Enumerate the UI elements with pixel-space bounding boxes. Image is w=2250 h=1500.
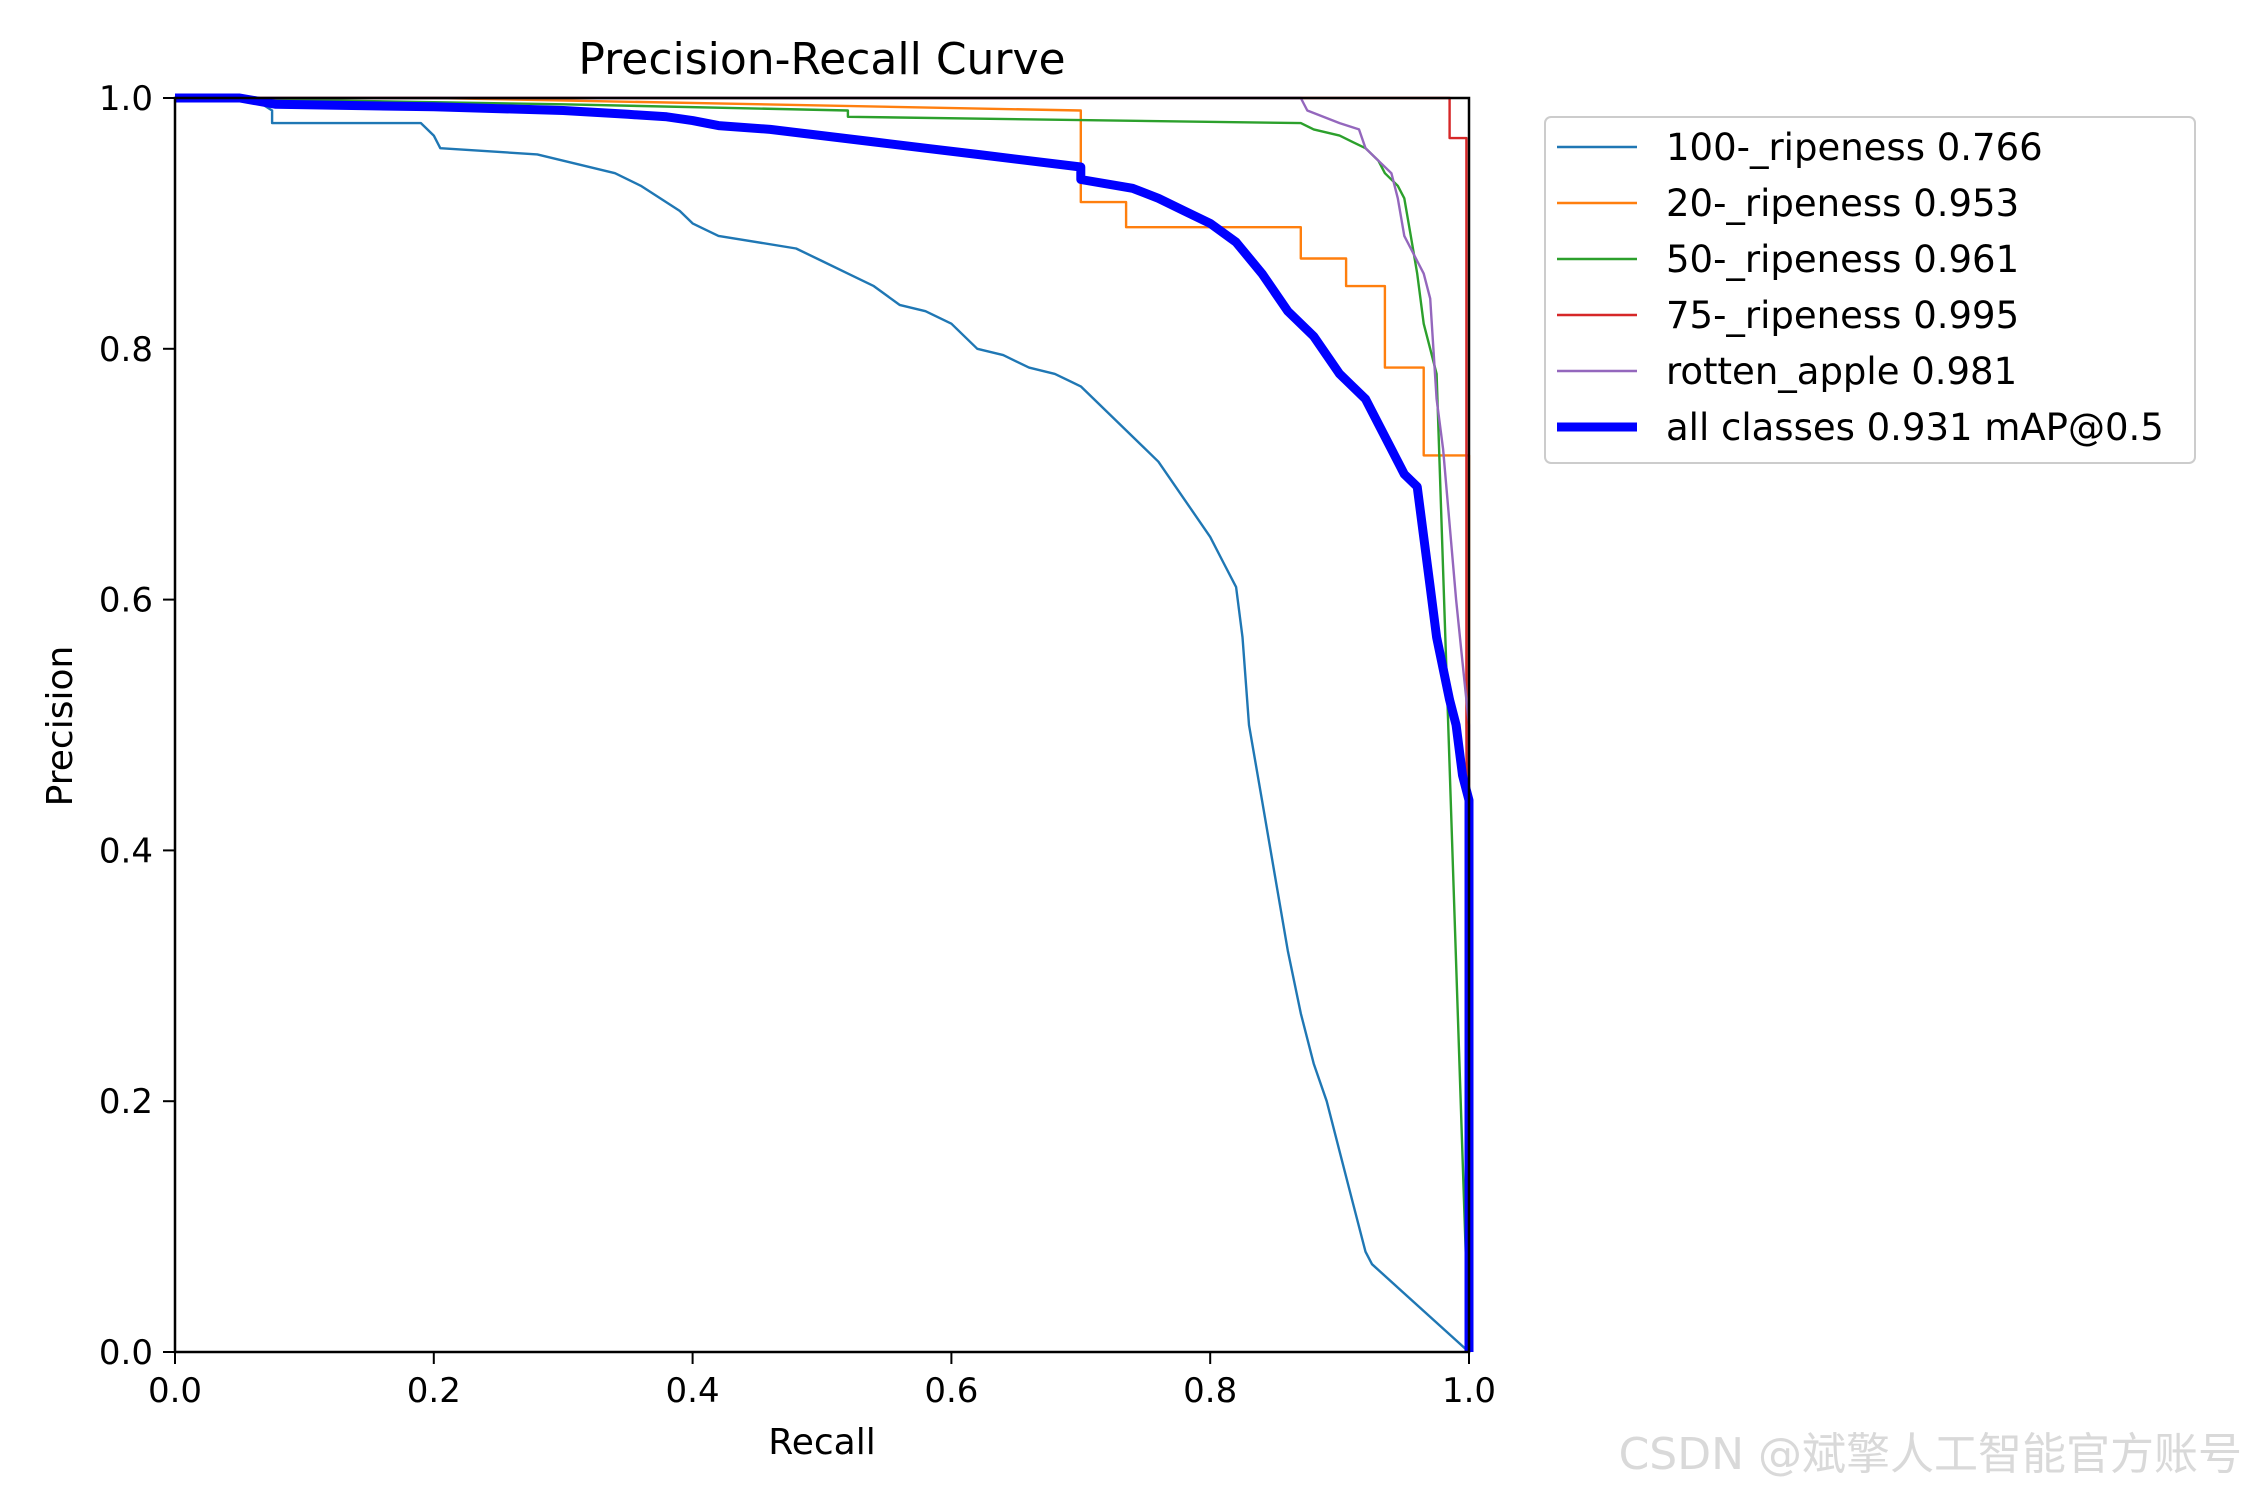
series-line-rotten-apple bbox=[175, 96, 1471, 1352]
y-tick-label: 0.4 bbox=[99, 831, 153, 871]
y-tick-label: 0.6 bbox=[99, 581, 153, 621]
legend-label: 75-_ripeness 0.995 bbox=[1666, 294, 2019, 337]
x-axis-label: Recall bbox=[768, 1422, 875, 1463]
series-line-all bbox=[175, 93, 1474, 1352]
x-tick-label: 0.0 bbox=[148, 1371, 202, 1411]
y-tick-label: 0.8 bbox=[99, 330, 153, 370]
chart-title: Precision-Recall Curve bbox=[578, 34, 1065, 85]
y-tick-label: 1.0 bbox=[99, 79, 153, 119]
legend-label: 100-_ripeness 0.766 bbox=[1666, 126, 2043, 169]
x-tick-label: 0.6 bbox=[924, 1371, 978, 1411]
y-tick-label: 0.2 bbox=[99, 1082, 153, 1122]
legend-box bbox=[1544, 116, 2196, 464]
x-tick-label: 0.2 bbox=[407, 1371, 461, 1411]
x-tick-label: 0.8 bbox=[1183, 1371, 1237, 1411]
y-tick-label: 0.0 bbox=[99, 1333, 153, 1373]
legend-label: all classes 0.931 mAP@0.5 bbox=[1666, 406, 2164, 449]
x-tick-label: 1.0 bbox=[1442, 1371, 1496, 1411]
x-tick-label: 0.4 bbox=[666, 1371, 720, 1411]
chart-legend: 100-_ripeness 0.766 20-_ripeness 0.953 50-… bbox=[1544, 116, 2196, 464]
y-axis-ticks: 0.0 0.2 0.4 0.6 0.8 1.0 bbox=[99, 79, 175, 1373]
legend-label: 50-_ripeness 0.961 bbox=[1666, 238, 2019, 281]
series-line-100-ripeness bbox=[175, 96, 1470, 1353]
plot-frame bbox=[173, 96, 1471, 1354]
legend-label: 20-_ripeness 0.953 bbox=[1666, 182, 2019, 225]
legend-label: rotten_apple 0.981 bbox=[1666, 350, 2017, 393]
x-axis-ticks: 0.0 0.2 0.4 0.6 0.8 1.0 bbox=[148, 1352, 1496, 1411]
plot-series bbox=[174, 93, 1474, 1353]
csdn-watermark: CSDN @斌擎人工智能官方账号 bbox=[1618, 1429, 2242, 1480]
y-axis-label: Precision bbox=[40, 646, 81, 807]
